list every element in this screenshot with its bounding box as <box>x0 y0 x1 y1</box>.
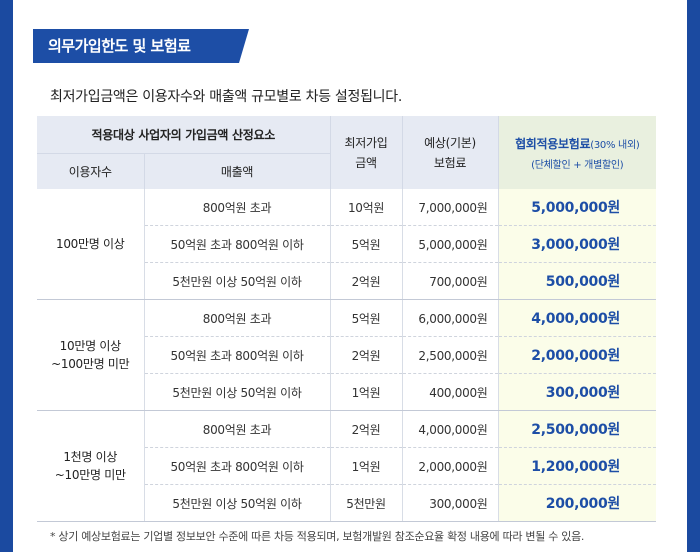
min-amount-cell: 2억원 <box>330 410 403 448</box>
sales-cell: 50억원 초과 800억원 이하 <box>144 225 331 263</box>
insurance-cell: 4,000,000원 <box>498 299 657 337</box>
premium-cell: 300,000원 <box>402 484 499 522</box>
sales-cell: 800억원 초과 <box>144 189 331 226</box>
insurance-cell: 300,000원 <box>498 373 657 411</box>
users-cell: 10만명 이상 ~100만명 미만 <box>37 299 145 411</box>
premium-cell: 2,000,000원 <box>402 447 499 485</box>
insurance-cell: 1,200,000원 <box>498 447 657 485</box>
header-group: 적용대상 사업자의 가입금액 산정요소 <box>37 116 331 154</box>
sales-cell: 5천만원 이상 50억원 이하 <box>144 262 331 300</box>
min-amount-cell: 5억원 <box>330 225 403 263</box>
premium-cell: 4,000,000원 <box>402 410 499 448</box>
insurance-cell: 3,000,000원 <box>498 225 657 263</box>
footnote: * 상기 예상보험료는 기업별 정보보안 수준에 따른 차등 적용되며, 보험개… <box>50 530 585 543</box>
header-premium: 예상(기본) 보험료 <box>401 116 499 189</box>
users-cell: 1천명 이상 ~10만명 미만 <box>37 410 145 522</box>
users-line: 1천명 이상 <box>63 450 118 464</box>
header-min-amount-line1: 최저가입 <box>344 135 388 150</box>
section-title: 의무가입한도 및 보험료 <box>33 29 249 63</box>
insurance-cell: 2,000,000원 <box>498 336 657 374</box>
premium-cell: 6,000,000원 <box>402 299 499 337</box>
header-min-amount-line2: 금액 <box>355 155 377 170</box>
min-amount-cell: 2억원 <box>330 336 403 374</box>
users-line: ~10만명 미만 <box>54 468 126 482</box>
insurance-cell: 500,000원 <box>498 262 657 300</box>
header-insurance: 협회적용보험료(30% 내외) (단체할인 + 개별할인) <box>497 116 657 189</box>
header-insurance-title: 협회적용보험료 <box>515 136 591 151</box>
premium-cell: 2,500,000원 <box>402 336 499 374</box>
users-line: ~100만명 미만 <box>51 357 130 371</box>
header-users: 이용자수 <box>37 153 145 189</box>
intro-text: 최저가입금액은 이용자수와 매출액 규모별로 차등 설정됩니다. <box>50 89 402 105</box>
header-premium-line1: 예상(기본) <box>424 135 476 150</box>
premium-table: 적용대상 사업자의 가입금액 산정요소 최저가입 금액 예상(기본) 보험료 협… <box>37 116 657 522</box>
users-line: 10만명 이상 <box>59 339 121 353</box>
premium-cell: 400,000원 <box>402 373 499 411</box>
sales-cell: 800억원 초과 <box>144 410 331 448</box>
insurance-cell: 5,000,000원 <box>498 189 657 226</box>
premium-cell: 5,000,000원 <box>402 225 499 263</box>
header-premium-line2: 보험료 <box>433 155 467 170</box>
users-line: 100만명 이상 <box>56 237 125 251</box>
header-insurance-sub: (단체할인 + 개별할인) <box>531 159 624 171</box>
min-amount-cell: 5억원 <box>330 299 403 337</box>
sales-cell: 50억원 초과 800억원 이하 <box>144 447 331 485</box>
min-amount-cell: 1억원 <box>330 373 403 411</box>
sales-cell: 5천만원 이상 50억원 이하 <box>144 484 331 522</box>
sales-cell: 50억원 초과 800억원 이하 <box>144 336 331 374</box>
premium-cell: 700,000원 <box>402 262 499 300</box>
min-amount-cell: 1억원 <box>330 447 403 485</box>
min-amount-cell: 5천만원 <box>330 484 403 522</box>
users-cell: 100만명 이상 <box>37 189 145 300</box>
insurance-cell: 2,500,000원 <box>498 410 657 448</box>
premium-cell: 7,000,000원 <box>402 189 499 226</box>
insurance-cell: 200,000원 <box>498 484 657 522</box>
header-sales: 매출액 <box>144 153 331 189</box>
header-min-amount: 최저가입 금액 <box>329 116 403 189</box>
min-amount-cell: 2억원 <box>330 262 403 300</box>
min-amount-cell: 10억원 <box>330 189 403 226</box>
sales-cell: 800억원 초과 <box>144 299 331 337</box>
sales-cell: 5천만원 이상 50억원 이하 <box>144 373 331 411</box>
header-insurance-note: (30% 내외) <box>590 139 640 151</box>
